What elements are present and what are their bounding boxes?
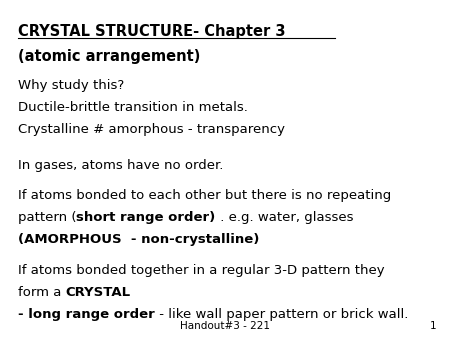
Text: (atomic arrangement): (atomic arrangement) [18,49,200,64]
Text: . e.g. water, glasses: . e.g. water, glasses [216,211,353,224]
Text: If atoms bonded to each other but there is no repeating: If atoms bonded to each other but there … [18,189,391,202]
Text: - like wall paper pattern or brick wall.: - like wall paper pattern or brick wall. [155,308,408,320]
Text: (AMORPHOUS  - non-crystalline): (AMORPHOUS - non-crystalline) [18,233,259,246]
Text: Crystalline # amorphous - transparency: Crystalline # amorphous - transparency [18,123,285,136]
Text: CRYSTAL: CRYSTAL [66,286,131,298]
Text: - long range order: - long range order [18,308,155,320]
Text: 1: 1 [430,321,436,331]
Text: Ductile-brittle transition in metals.: Ductile-brittle transition in metals. [18,101,248,114]
Text: In gases, atoms have no order.: In gases, atoms have no order. [18,159,223,172]
Text: Handout#3 - 221: Handout#3 - 221 [180,321,270,331]
Text: short range order): short range order) [76,211,216,224]
Text: Why study this?: Why study this? [18,79,124,92]
Text: form a: form a [18,286,66,298]
Text: If atoms bonded together in a regular 3-D pattern they: If atoms bonded together in a regular 3-… [18,264,385,276]
Text: CRYSTAL STRUCTURE- Chapter 3: CRYSTAL STRUCTURE- Chapter 3 [18,24,285,39]
Text: pattern (: pattern ( [18,211,76,224]
